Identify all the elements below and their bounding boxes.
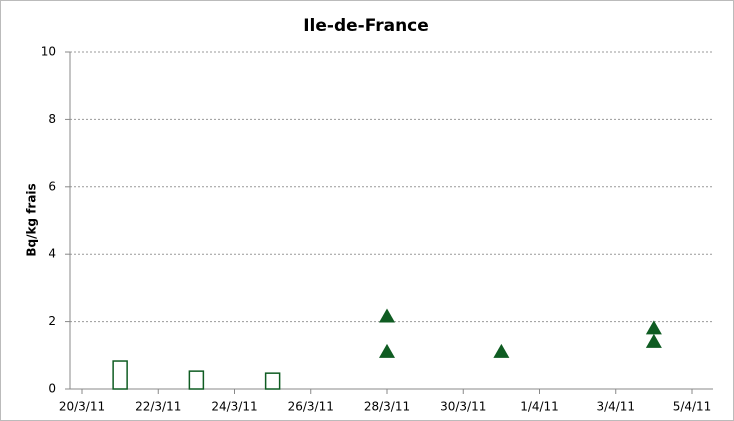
x-tick-label: 26/3/11	[288, 400, 334, 414]
x-tick-label: 30/3/11	[440, 400, 486, 414]
y-tick-label: 8	[48, 112, 56, 126]
y-tick-label: 0	[48, 382, 56, 396]
x-tick-label: 20/3/11	[59, 400, 105, 414]
x-tick-label: 22/3/11	[135, 400, 181, 414]
x-tick-label: 5/4/11	[673, 400, 712, 414]
x-tick-label: 28/3/11	[364, 400, 410, 414]
y-tick-label: 4	[48, 247, 56, 261]
x-tick-label: 3/4/11	[596, 400, 635, 414]
y-tick-label: 2	[48, 314, 56, 328]
triangle-marker	[379, 308, 395, 323]
bar	[264, 372, 281, 390]
triangle-marker	[645, 320, 662, 335]
x-tick-label: 1/4/11	[520, 400, 559, 414]
y-tick-label: 6	[48, 179, 56, 193]
bar	[188, 370, 205, 390]
y-axis-label: Bq/kg frais	[25, 183, 39, 256]
chart-title: Ile-de-France	[303, 16, 429, 36]
triangle-marker	[645, 333, 662, 348]
y-tick-label: 10	[41, 45, 56, 59]
triangle-marker	[379, 343, 395, 358]
bar	[112, 360, 128, 390]
x-tick-label: 24/3/11	[211, 400, 257, 414]
triangle-marker	[493, 343, 510, 358]
